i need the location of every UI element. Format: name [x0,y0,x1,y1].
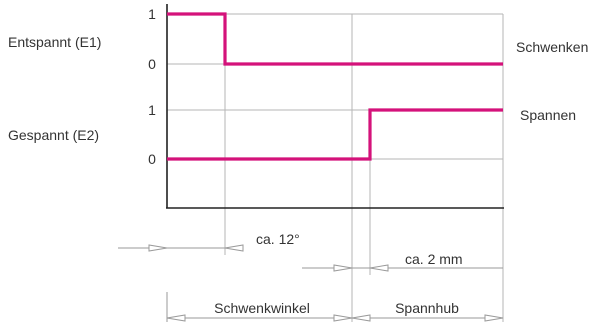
phase-2-label: Spannhub [395,300,459,316]
signal-name-schwenken: Schwenken [516,39,588,55]
phase-2-arrow-right [484,314,504,322]
dimension-angle: ca. 12° [118,231,300,252]
dimension-angle-arrow-left [148,244,168,252]
signal-trace-e2 [167,108,503,161]
e2-high-tick: 1 [148,102,156,118]
dimension-angle-arrow-right [224,244,244,252]
dimension-stroke-arrow-right [369,264,389,272]
e2-low-tick: 0 [148,151,156,167]
phase-1-label: Schwenkwinkel [214,300,310,316]
grid [167,13,504,322]
phase-dimensions: Schwenkwinkel Spannhub [166,292,504,322]
e1-low-tick: 0 [148,56,156,72]
row-label-e1: Entspannt (E1) [8,34,101,50]
phase-1-arrow-right [333,314,353,322]
phase-2-arrow-left [351,314,371,322]
row-label-e2: Gespannt (E2) [8,127,99,143]
axes [166,4,504,209]
signal-trace-e1 [167,12,503,66]
dimension-angle-label: ca. 12° [256,231,300,247]
e1-high-tick: 1 [148,6,156,22]
phase-1-arrow-left [166,314,186,322]
dimension-stroke-arrow-left [333,264,353,272]
dimension-stroke: ca. 2 mm [302,251,503,272]
signal-name-spannen: Spannen [520,107,576,123]
dimension-stroke-label: ca. 2 mm [405,251,463,267]
